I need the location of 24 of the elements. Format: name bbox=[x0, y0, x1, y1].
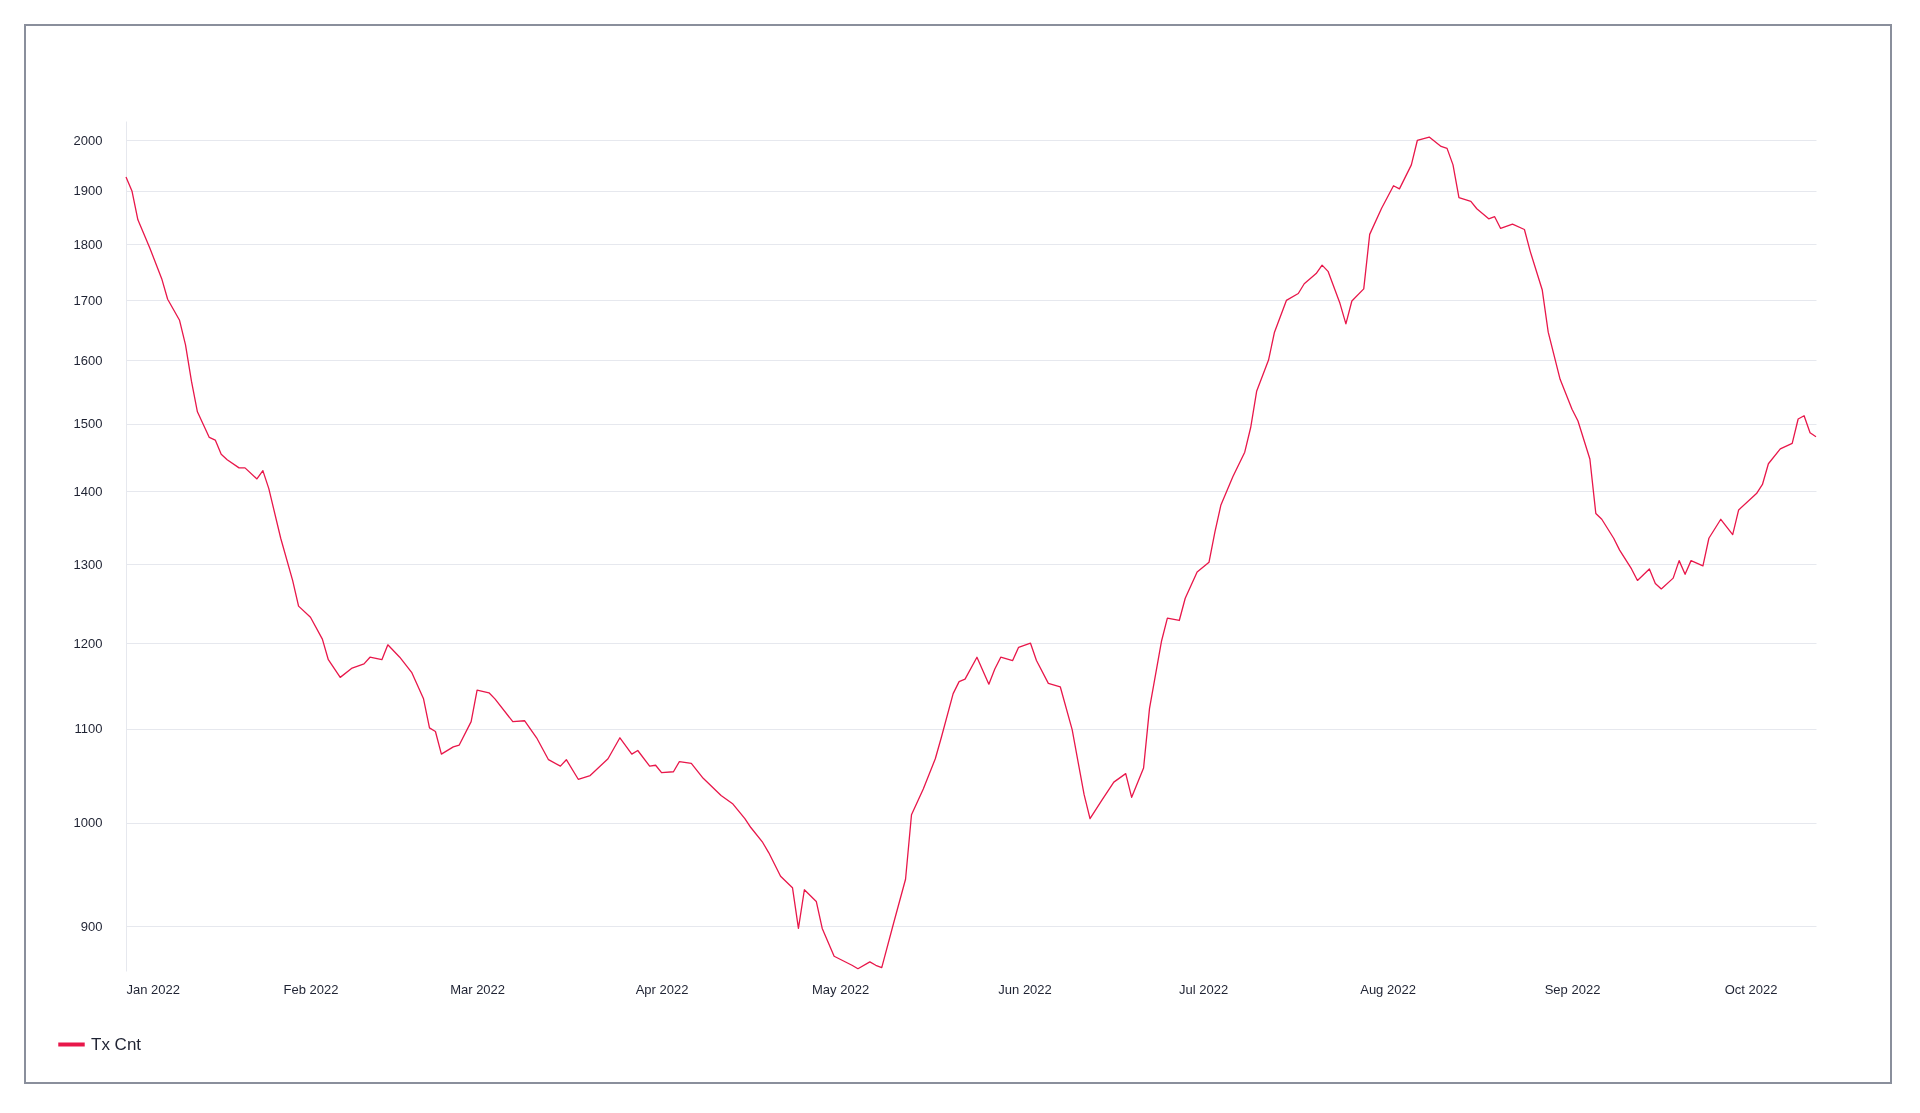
x-tick-label: Aug 2022 bbox=[1360, 981, 1416, 997]
y-tick-label: 1300 bbox=[73, 556, 103, 572]
y-tick-label: 1100 bbox=[74, 721, 103, 737]
x-tick-label: Jul 2022 bbox=[1179, 981, 1229, 997]
x-tick-label: Apr 2022 bbox=[635, 981, 689, 997]
y-tick-label: 1200 bbox=[73, 635, 103, 651]
y-tick-label: 1500 bbox=[73, 416, 103, 432]
y-tick-label: 1000 bbox=[73, 815, 103, 831]
x-tick-label: Jan 2022 bbox=[126, 981, 180, 997]
y-tick-label: 1600 bbox=[73, 352, 103, 368]
y-tick-label: 1700 bbox=[73, 292, 103, 308]
y-tick-label: 1400 bbox=[73, 483, 103, 499]
x-tick-label: Jun 2022 bbox=[998, 981, 1052, 997]
legend-label: Tx Cnt bbox=[91, 1034, 142, 1054]
x-tick-label: Feb 2022 bbox=[283, 981, 339, 997]
x-tick-label: May 2022 bbox=[812, 981, 870, 997]
x-tick-label: Sep 2022 bbox=[1544, 981, 1601, 997]
x-tick-label: Oct 2022 bbox=[1724, 981, 1778, 997]
y-tick-label: 900 bbox=[80, 918, 103, 934]
x-tick-label: Mar 2022 bbox=[450, 981, 506, 997]
y-tick-label: 1800 bbox=[73, 236, 103, 252]
y-tick-label: 1900 bbox=[73, 183, 103, 199]
line-series bbox=[125, 136, 1817, 970]
y-tick-label: 2000 bbox=[73, 132, 103, 148]
